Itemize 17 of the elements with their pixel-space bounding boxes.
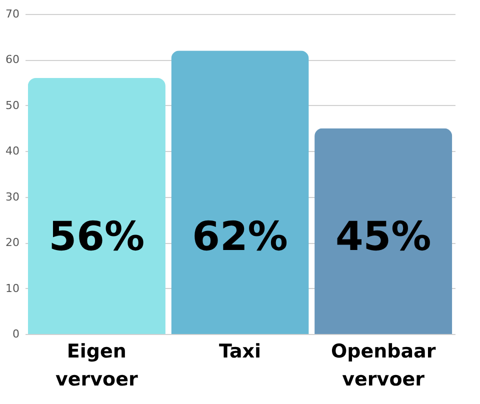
data-label: 56%: [48, 214, 145, 260]
data-label: 62%: [192, 214, 288, 260]
y-tick-label: 10: [6, 282, 20, 295]
x-tick-label: Taxi: [218, 340, 262, 362]
y-tick-label: 60: [6, 53, 20, 66]
y-tick-label: 50: [6, 98, 20, 112]
x-tick-label: Openbaar vervoer: [330, 340, 436, 390]
data-label: 45%: [335, 214, 432, 260]
y-tick-label: 70: [6, 8, 20, 20]
bar: [171, 50, 309, 334]
y-tick-label: 30: [6, 190, 20, 204]
y-tick-label: 0: [12, 328, 20, 340]
y-tick-label: 20: [6, 236, 20, 250]
x-tick-label: Eigen vervoer: [55, 340, 138, 390]
bar: [28, 78, 166, 334]
bar: [314, 128, 452, 334]
y-tick-label: 40: [6, 144, 20, 158]
